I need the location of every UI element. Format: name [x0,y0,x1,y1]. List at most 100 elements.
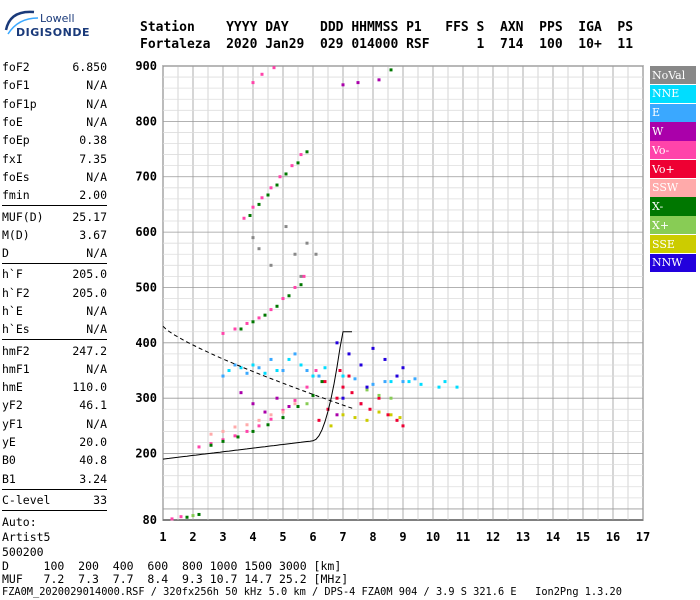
point-vo [233,327,237,331]
param-row-hme: hmE 110.0 [2,378,107,396]
point-w [275,396,279,400]
point-e [383,380,387,384]
point-nne [227,369,231,373]
point-e [281,369,285,373]
point-vo [338,369,342,373]
point-x [263,313,267,317]
param-divider [2,488,107,490]
param-label: hmF1 [2,361,30,376]
x-tick-label: 17 [636,530,650,544]
point-vo [269,308,273,312]
y-tick-label: 600 [135,225,157,239]
param-row-fof1p: foF1p N/A [2,95,107,113]
point-ssw [293,402,297,406]
point-noval [284,225,288,229]
param-value: 2.00 [79,188,107,203]
param-label: hmF2 [2,343,30,358]
point-noval [299,274,303,278]
point-e [353,377,357,381]
point-vo [347,374,351,378]
point-x [281,416,285,420]
legend-item-w: W [650,122,696,141]
point-sse [341,413,345,417]
param-row-fof2: foF2 6.850 [2,58,107,76]
point-e [233,363,237,367]
param-label: yF2 [2,398,23,413]
point-nne [311,374,315,378]
point-nne [239,366,243,370]
param-value: 0.38 [79,133,107,148]
point-sse [365,418,369,422]
param-value: 110.0 [72,380,107,395]
auto-line: 500200 [2,545,44,560]
point-vo [257,424,261,428]
x-tick-label: 11 [456,530,470,544]
point-nnw [365,385,369,389]
param-row-fxi: fxI 7.35 [2,149,107,167]
param-value: N/A [86,169,107,184]
x-tick-label: 8 [369,530,376,544]
point-x [365,388,369,392]
param-value: N/A [86,416,107,431]
point-w [239,391,243,395]
x-tick-label: 2 [189,530,196,544]
param-row-md: M(D) 3.67 [2,226,107,244]
param-label: fxI [2,151,23,166]
x-tick-label: 15 [576,530,590,544]
point-x [275,183,279,187]
param-value: 40.8 [79,453,107,468]
param-value: N/A [86,246,107,261]
y-tick-label: 700 [135,170,157,184]
x-tick-label: 7 [339,530,346,544]
param-divider [2,339,107,341]
point-noval [257,247,261,251]
point-vo [242,216,246,220]
point-e [371,382,375,386]
point-vo [221,331,225,335]
point-nnw [359,363,363,367]
param-row-yf2: yF2 46.1 [2,396,107,414]
point-vo [260,72,264,76]
point-x [389,396,393,400]
point-x [275,304,279,308]
digisonde-logo: Lowell DIGISONDE [2,4,89,48]
x-tick-label: 13 [516,530,530,544]
point-ssw [269,413,273,417]
point-vo [293,398,297,402]
point-x [305,150,309,154]
param-row-he: h`E N/A [2,302,107,320]
y-tick-label: 400 [135,336,157,350]
point-x [284,172,288,176]
point-e [245,371,249,375]
param-label: h`F2 [2,285,30,300]
legend-item-ssw: SSW [650,178,696,197]
param-value: N/A [86,304,107,318]
x-tick-label: 14 [546,530,560,544]
x-tick-label: 9 [399,530,406,544]
point-vo [170,517,174,521]
x-tick-label: 5 [279,530,286,544]
point-vo [281,408,285,412]
header-values: Fortaleza 2020 Jan29 029 014000 RSF 1 71… [140,37,634,52]
point-x [197,512,201,516]
point-vo [293,285,297,289]
point-e [257,366,261,370]
point-nne [455,385,459,389]
point-vo [251,81,255,85]
param-value: 6.850 [72,60,107,75]
point-ssw [257,418,261,422]
point-vo [269,417,273,421]
point-vo [305,385,309,389]
param-value: 20.0 [79,435,107,450]
point-nnw [341,396,345,400]
legend-item-vo: Vo- [650,141,696,160]
point-noval [314,252,318,256]
param-label: foE [2,115,23,130]
point-e [293,352,297,356]
param-value: N/A [86,322,107,337]
param-label: B0 [2,453,16,468]
logo-text-digisonde: DIGISONDE [16,26,90,39]
point-x [248,213,252,217]
param-value: 3.24 [79,471,107,486]
param-row-hmf1: hmF1 N/A [2,360,107,378]
